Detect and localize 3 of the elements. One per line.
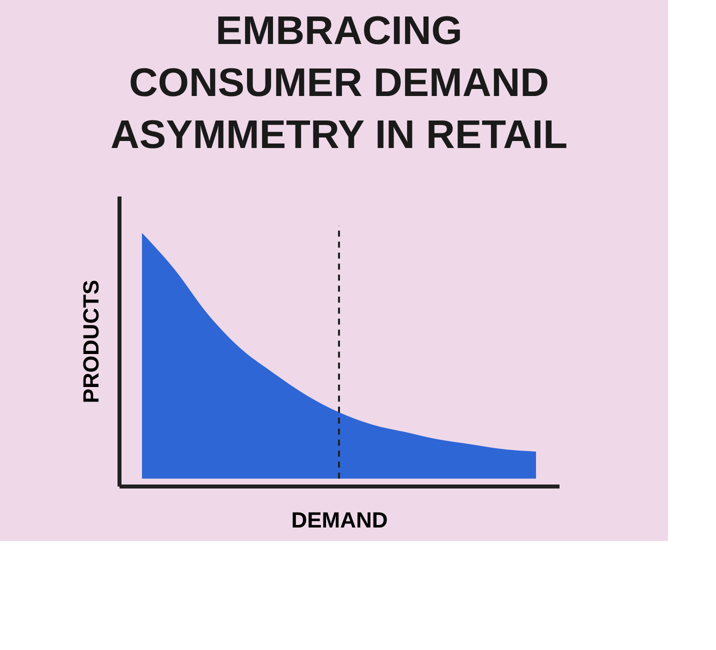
chart-title: EMBRACING CONSUMER DEMAND ASYMMETRY IN RETAIL bbox=[110, 9, 568, 157]
y-axis-title: PRODUCTS bbox=[78, 280, 104, 404]
x-axis-title: DEMAND bbox=[291, 508, 388, 532]
